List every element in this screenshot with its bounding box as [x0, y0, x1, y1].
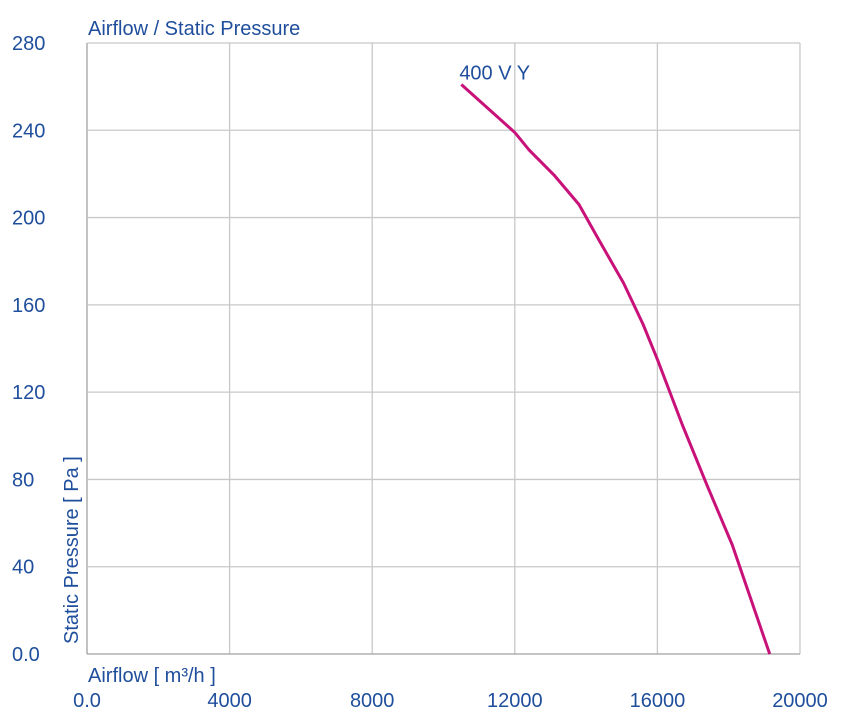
y-tick-label: 120 — [12, 382, 45, 404]
x-tick-label: 4000 — [207, 690, 252, 712]
x-tick-label: 8000 — [350, 690, 395, 712]
y-tick-label: 280 — [12, 33, 45, 55]
x-tick-label: 20000 — [772, 690, 828, 712]
x-tick-label: 12000 — [487, 690, 543, 712]
grid — [86, 42, 801, 655]
y-tick-label: 80 — [12, 469, 34, 491]
y-tick-label: 160 — [12, 295, 45, 317]
series-line — [460, 83, 772, 655]
y-tick-label: 40 — [12, 557, 34, 579]
y-tick-label: 0.0 — [12, 644, 40, 666]
chart-title: Airflow / Static Pressure — [88, 18, 300, 40]
y-tick-label: 240 — [12, 120, 45, 142]
x-tick-label: 0.0 — [73, 690, 101, 712]
x-axis-label: Airflow [ m³/h ] — [88, 665, 216, 687]
x-ticks: 0.0 4000 8000 12000 16000 20000 — [73, 690, 828, 712]
y-ticks: 0.0 40 80 120 160 200 240 280 — [12, 33, 45, 666]
y-axis-label: Static Pressure [ Pa ] — [61, 456, 83, 644]
series-label: 400 V Y — [459, 62, 530, 84]
x-tick-label: 16000 — [630, 690, 686, 712]
y-tick-label: 200 — [12, 208, 45, 230]
series-group: 400 V Y — [459, 62, 772, 655]
